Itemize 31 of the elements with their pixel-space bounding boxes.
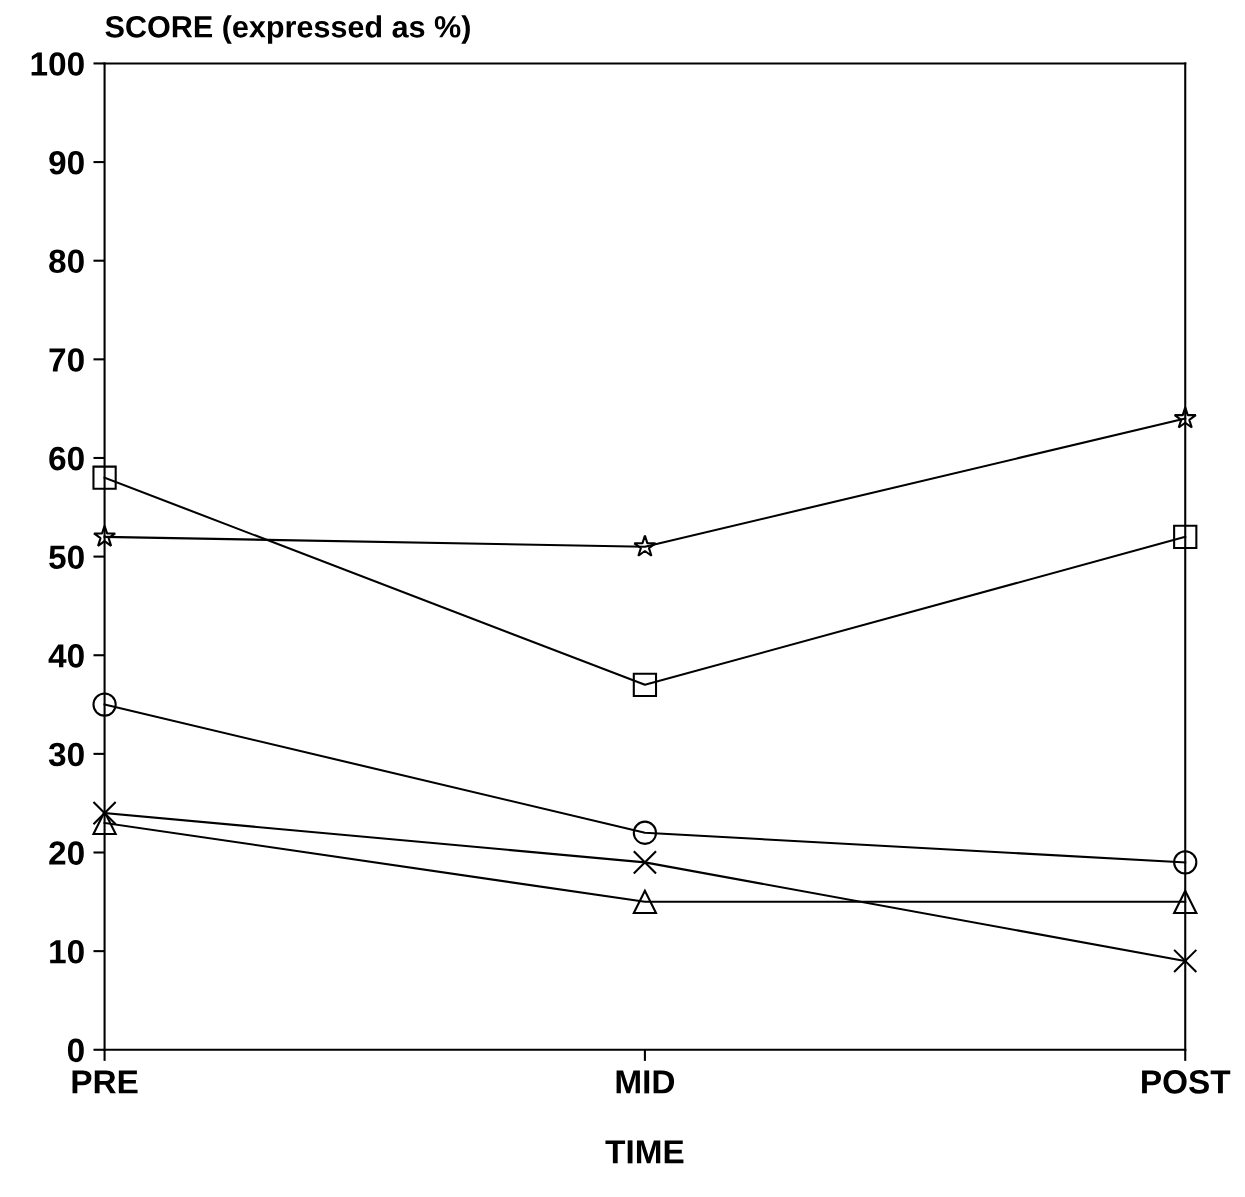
point — [632, 820, 658, 845]
point — [92, 524, 117, 547]
x-tick-label: POST — [1142, 1070, 1231, 1094]
point — [92, 800, 117, 826]
y-tick-label: 50 — [49, 545, 84, 570]
x-tick-label: PRE — [72, 1070, 138, 1094]
point — [1173, 850, 1198, 875]
y-tick-label: 10 — [50, 939, 84, 964]
point — [1173, 406, 1197, 429]
point — [92, 465, 117, 490]
point — [632, 672, 658, 697]
point — [633, 534, 657, 557]
y-tick-label: 30 — [48, 742, 84, 767]
point — [1173, 948, 1198, 974]
y-tick-label: 40 — [48, 644, 84, 668]
x-axis-title: TIME — [605, 1140, 684, 1164]
y-axis-title: SCORE (expressed as %) — [105, 15, 470, 44]
point — [92, 810, 117, 836]
point — [92, 692, 117, 717]
x-tick-label: MID — [616, 1070, 675, 1094]
y-tick-label: 70 — [49, 348, 84, 372]
y-tick-label: 100 — [31, 52, 84, 76]
y-tick-label: 80 — [49, 249, 84, 274]
point — [1173, 524, 1198, 550]
point — [632, 889, 658, 914]
y-tick-label: 0 — [67, 1038, 84, 1063]
y-tick-label: 90 — [49, 150, 84, 175]
point — [1173, 889, 1198, 914]
y-tick-label: 60 — [49, 446, 84, 471]
y-tick-label: 20 — [49, 841, 84, 865]
point — [632, 850, 658, 875]
